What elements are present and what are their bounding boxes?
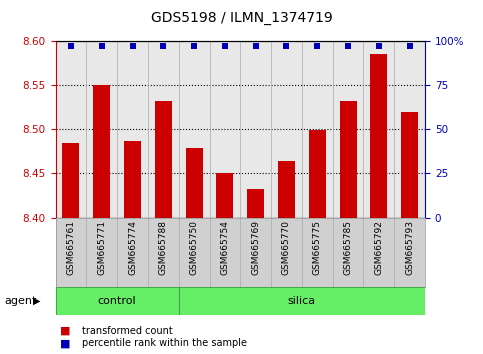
Text: GSM665770: GSM665770	[282, 220, 291, 275]
Text: GDS5198 / ILMN_1374719: GDS5198 / ILMN_1374719	[151, 11, 332, 25]
Point	[159, 43, 167, 49]
Point	[128, 43, 136, 49]
Text: GSM665792: GSM665792	[374, 220, 384, 275]
Bar	[401, 112, 418, 218]
Bar	[124, 141, 141, 218]
Text: ■: ■	[60, 326, 71, 336]
Bar	[155, 101, 172, 218]
Point	[98, 43, 106, 49]
Bar	[62, 143, 79, 218]
Text: GSM665785: GSM665785	[343, 220, 353, 275]
Bar	[370, 54, 387, 218]
Text: GSM665761: GSM665761	[67, 220, 75, 275]
Bar	[179, 287, 425, 315]
Text: ▶: ▶	[33, 296, 41, 306]
Point	[67, 43, 75, 49]
Text: GSM665775: GSM665775	[313, 220, 322, 275]
Text: GSM665769: GSM665769	[251, 220, 260, 275]
Bar	[56, 287, 179, 315]
Point	[375, 43, 383, 49]
Bar	[278, 161, 295, 218]
Bar	[93, 85, 110, 218]
Bar	[247, 189, 264, 218]
Text: GSM665774: GSM665774	[128, 220, 137, 275]
Text: agent: agent	[5, 296, 37, 306]
Text: control: control	[98, 296, 136, 306]
Point	[252, 43, 259, 49]
Bar	[309, 130, 326, 218]
Text: GSM665754: GSM665754	[220, 220, 229, 275]
Text: GSM665788: GSM665788	[159, 220, 168, 275]
Point	[344, 43, 352, 49]
Text: GSM665793: GSM665793	[405, 220, 414, 275]
Point	[313, 43, 321, 49]
Bar	[216, 172, 233, 218]
Text: GSM665750: GSM665750	[190, 220, 199, 275]
Text: percentile rank within the sample: percentile rank within the sample	[82, 338, 247, 348]
Text: ■: ■	[60, 338, 71, 348]
Point	[221, 43, 229, 49]
Bar	[340, 101, 356, 218]
Text: silica: silica	[288, 296, 316, 306]
Point	[190, 43, 198, 49]
Point	[406, 43, 413, 49]
Text: transformed count: transformed count	[82, 326, 173, 336]
Point	[283, 43, 290, 49]
Text: GSM665771: GSM665771	[97, 220, 106, 275]
Bar	[185, 148, 202, 218]
